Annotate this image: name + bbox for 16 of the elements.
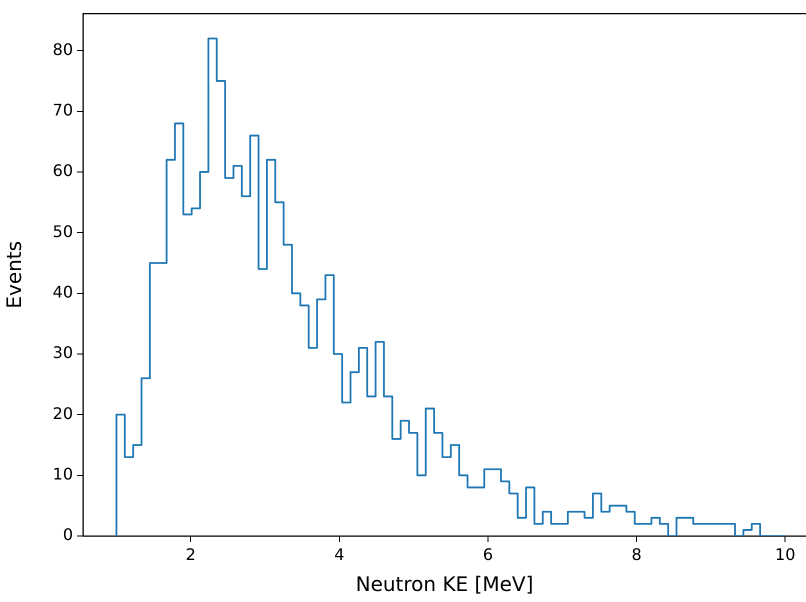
y-tick-label: 30 <box>52 343 73 362</box>
y-tick-label: 60 <box>52 161 73 180</box>
y-tick-label: 50 <box>52 222 73 241</box>
y-tick-label: 40 <box>52 282 73 302</box>
x-tick-label: 10 <box>775 544 796 564</box>
y-tick-label: 20 <box>52 404 73 423</box>
x-tick-label: 4 <box>334 544 344 564</box>
x-tick-label: 8 <box>631 544 642 564</box>
x-axis-title: Neutron KE [MeV] <box>356 572 534 596</box>
y-tick-label: 0 <box>62 525 73 544</box>
y-tick-label: 70 <box>52 100 73 120</box>
y-tick-label: 80 <box>52 40 73 59</box>
x-tick-label: 6 <box>482 544 494 564</box>
x-tick-label: 2 <box>186 544 196 564</box>
y-axis-title: Events <box>2 240 26 309</box>
y-tick-label: 10 <box>52 464 73 484</box>
